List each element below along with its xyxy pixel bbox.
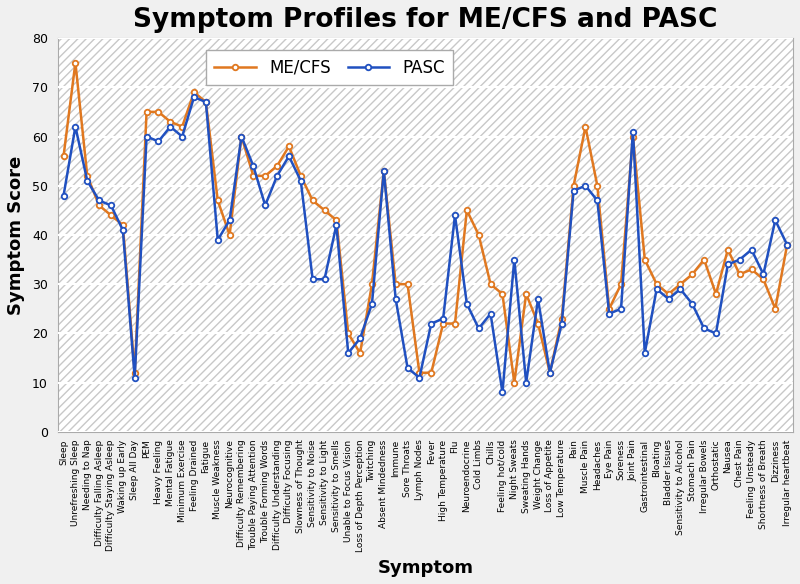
ME/CFS <box>70 59 80 66</box>
PASC <box>58 192 68 199</box>
PASC <box>426 320 436 327</box>
ME/CFS <box>522 290 531 297</box>
ME/CFS <box>260 172 270 179</box>
Legend: ME/CFS, PASC: ME/CFS, PASC <box>206 50 454 85</box>
ME/CFS <box>711 290 721 297</box>
PASC <box>522 379 531 386</box>
X-axis label: Symptom: Symptom <box>378 559 474 577</box>
ME/CFS <box>782 241 792 248</box>
Y-axis label: Symptom Score: Symptom Score <box>7 155 25 315</box>
PASC <box>711 330 721 337</box>
Line: ME/CFS: ME/CFS <box>61 60 790 385</box>
ME/CFS <box>213 197 222 204</box>
PASC <box>260 202 270 209</box>
Line: PASC: PASC <box>61 95 790 395</box>
ME/CFS <box>58 152 68 159</box>
PASC <box>190 93 199 100</box>
ME/CFS <box>130 369 139 376</box>
PASC <box>782 241 792 248</box>
ME/CFS <box>510 379 519 386</box>
PASC <box>213 237 222 244</box>
PASC <box>118 227 128 234</box>
PASC <box>498 389 507 396</box>
Title: Symptom Profiles for ME/CFS and PASC: Symptom Profiles for ME/CFS and PASC <box>133 7 718 33</box>
ME/CFS <box>426 369 436 376</box>
